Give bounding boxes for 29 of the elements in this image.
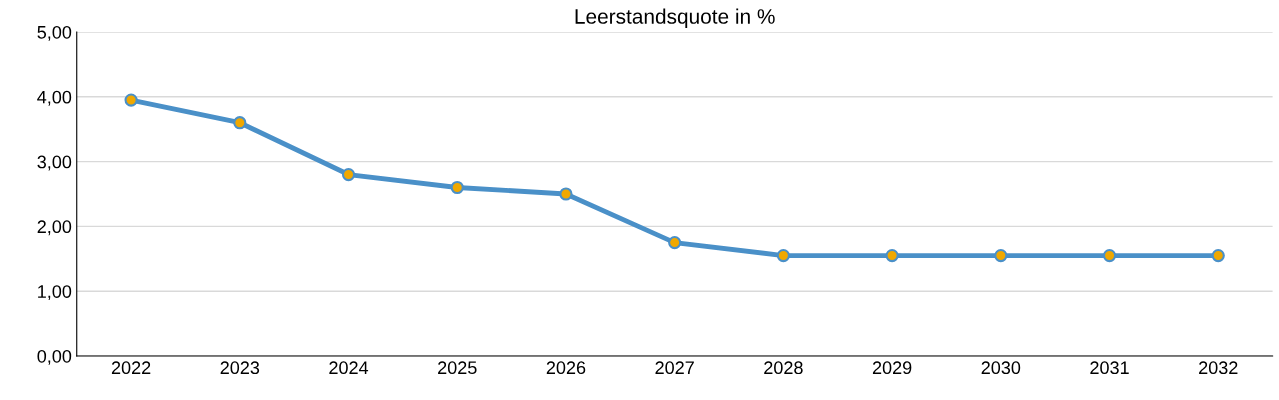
x-tick-label: 2027	[655, 361, 694, 375]
y-tick-label: 2,00	[37, 220, 72, 236]
point	[450, 180, 464, 195]
point	[885, 248, 899, 263]
point	[994, 248, 1008, 263]
chart-title: Leerstandsquote in %	[575, 8, 775, 28]
point	[124, 93, 138, 107]
y-tick-label: 0,00	[37, 349, 72, 365]
x-tick-label: 2028	[764, 361, 803, 375]
x-tick-label: 2025	[438, 361, 477, 375]
x-tick-label: 2022	[111, 361, 151, 375]
point	[1102, 248, 1117, 263]
point	[341, 167, 356, 182]
point	[776, 248, 790, 263]
x-tick-label: 2030	[981, 361, 1021, 375]
x-tick-label: 2032	[1199, 361, 1238, 375]
point	[1211, 248, 1225, 263]
x-tick-label: 2026	[546, 361, 586, 375]
x-tick-label: 2029	[872, 361, 912, 375]
point	[668, 236, 682, 250]
y-tick-label: 4,00	[37, 90, 72, 106]
point	[559, 187, 573, 201]
x-tick-label: 2024	[329, 361, 369, 375]
y-tick-label: 3,00	[37, 155, 72, 171]
x-tick-label: 2023	[220, 361, 260, 375]
point	[233, 116, 247, 130]
y-tick-label: 1,00	[38, 285, 72, 301]
x-tick-label: 2031	[1090, 361, 1129, 375]
y-tick-label: 5,00	[37, 25, 72, 41]
